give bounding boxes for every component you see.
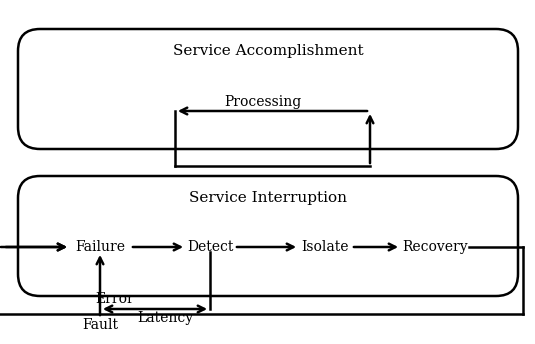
Text: Recovery: Recovery [402, 240, 468, 254]
FancyBboxPatch shape [18, 176, 518, 296]
Text: Latency: Latency [137, 311, 193, 325]
FancyBboxPatch shape [18, 29, 518, 149]
Text: Detect: Detect [187, 240, 233, 254]
Text: Processing: Processing [224, 95, 301, 109]
Text: Failure: Failure [75, 240, 125, 254]
Text: Service Interruption: Service Interruption [189, 191, 347, 205]
Text: Error: Error [95, 292, 134, 306]
Text: Isolate: Isolate [301, 240, 349, 254]
Text: Fault: Fault [82, 318, 118, 332]
Text: Service Accomplishment: Service Accomplishment [173, 44, 363, 58]
